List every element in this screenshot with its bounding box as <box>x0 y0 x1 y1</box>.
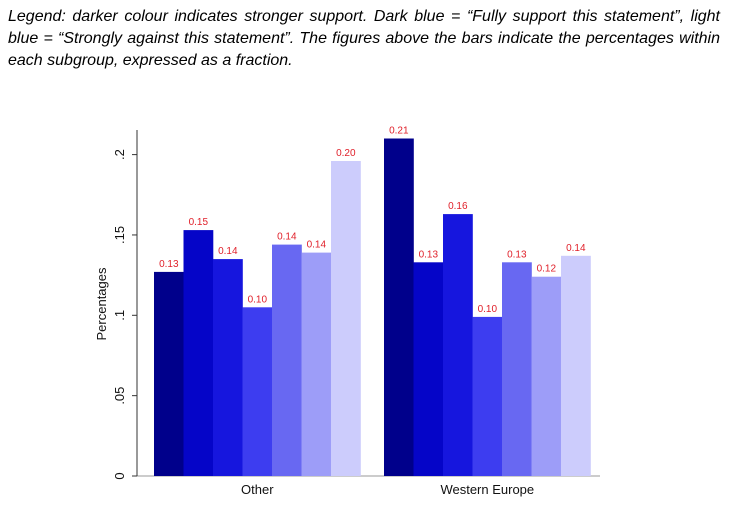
bar-value-label: 0.14 <box>566 243 586 254</box>
bar <box>242 307 273 476</box>
bar-value-label: 0.12 <box>537 264 557 275</box>
bar <box>531 276 562 476</box>
bar-value-label: 0.21 <box>389 126 409 137</box>
y-tick-label: .1 <box>112 310 127 321</box>
bar <box>472 316 503 476</box>
bar-value-label: 0.15 <box>189 217 209 228</box>
bar <box>301 252 332 476</box>
bar <box>213 259 243 476</box>
y-tick-label: .05 <box>112 387 127 405</box>
bar <box>413 262 444 476</box>
bar-value-label: 0.13 <box>419 249 439 260</box>
bar-value-label: 0.16 <box>448 201 468 212</box>
y-axis-title: Percentages <box>94 267 109 340</box>
bars <box>154 138 591 476</box>
bar-value-label: 0.14 <box>218 246 238 257</box>
bar <box>561 255 591 476</box>
bar <box>502 262 532 476</box>
category-labels: Other Western Europe <box>241 482 534 497</box>
bar <box>272 244 302 476</box>
bar-value-label: 0.13 <box>507 249 527 260</box>
bar <box>183 230 214 476</box>
category-label: Western Europe <box>440 482 534 497</box>
bar-value-label: 0.10 <box>248 294 268 305</box>
category-label: Other <box>241 482 274 497</box>
bar <box>384 138 414 476</box>
bar <box>443 214 473 476</box>
bar-value-label: 0.14 <box>277 232 297 243</box>
y-tick-label: .2 <box>112 149 127 160</box>
bar-value-label: 0.14 <box>307 240 327 251</box>
data-labels: 0.13 0.15 0.14 0.10 0.14 0.14 0.20 0.21 0.13 0.16… <box>159 126 586 315</box>
y-tick-label: 0 <box>112 472 127 479</box>
bar-value-label: 0.13 <box>159 259 179 270</box>
y-tick-label: .15 <box>112 226 127 244</box>
legend-note: Legend: darker colour indicates stronger… <box>8 8 720 69</box>
bar-value-label: 0.10 <box>478 304 498 315</box>
bar <box>331 161 361 476</box>
bar-value-label: 0.20 <box>336 148 356 159</box>
bar <box>154 271 184 476</box>
